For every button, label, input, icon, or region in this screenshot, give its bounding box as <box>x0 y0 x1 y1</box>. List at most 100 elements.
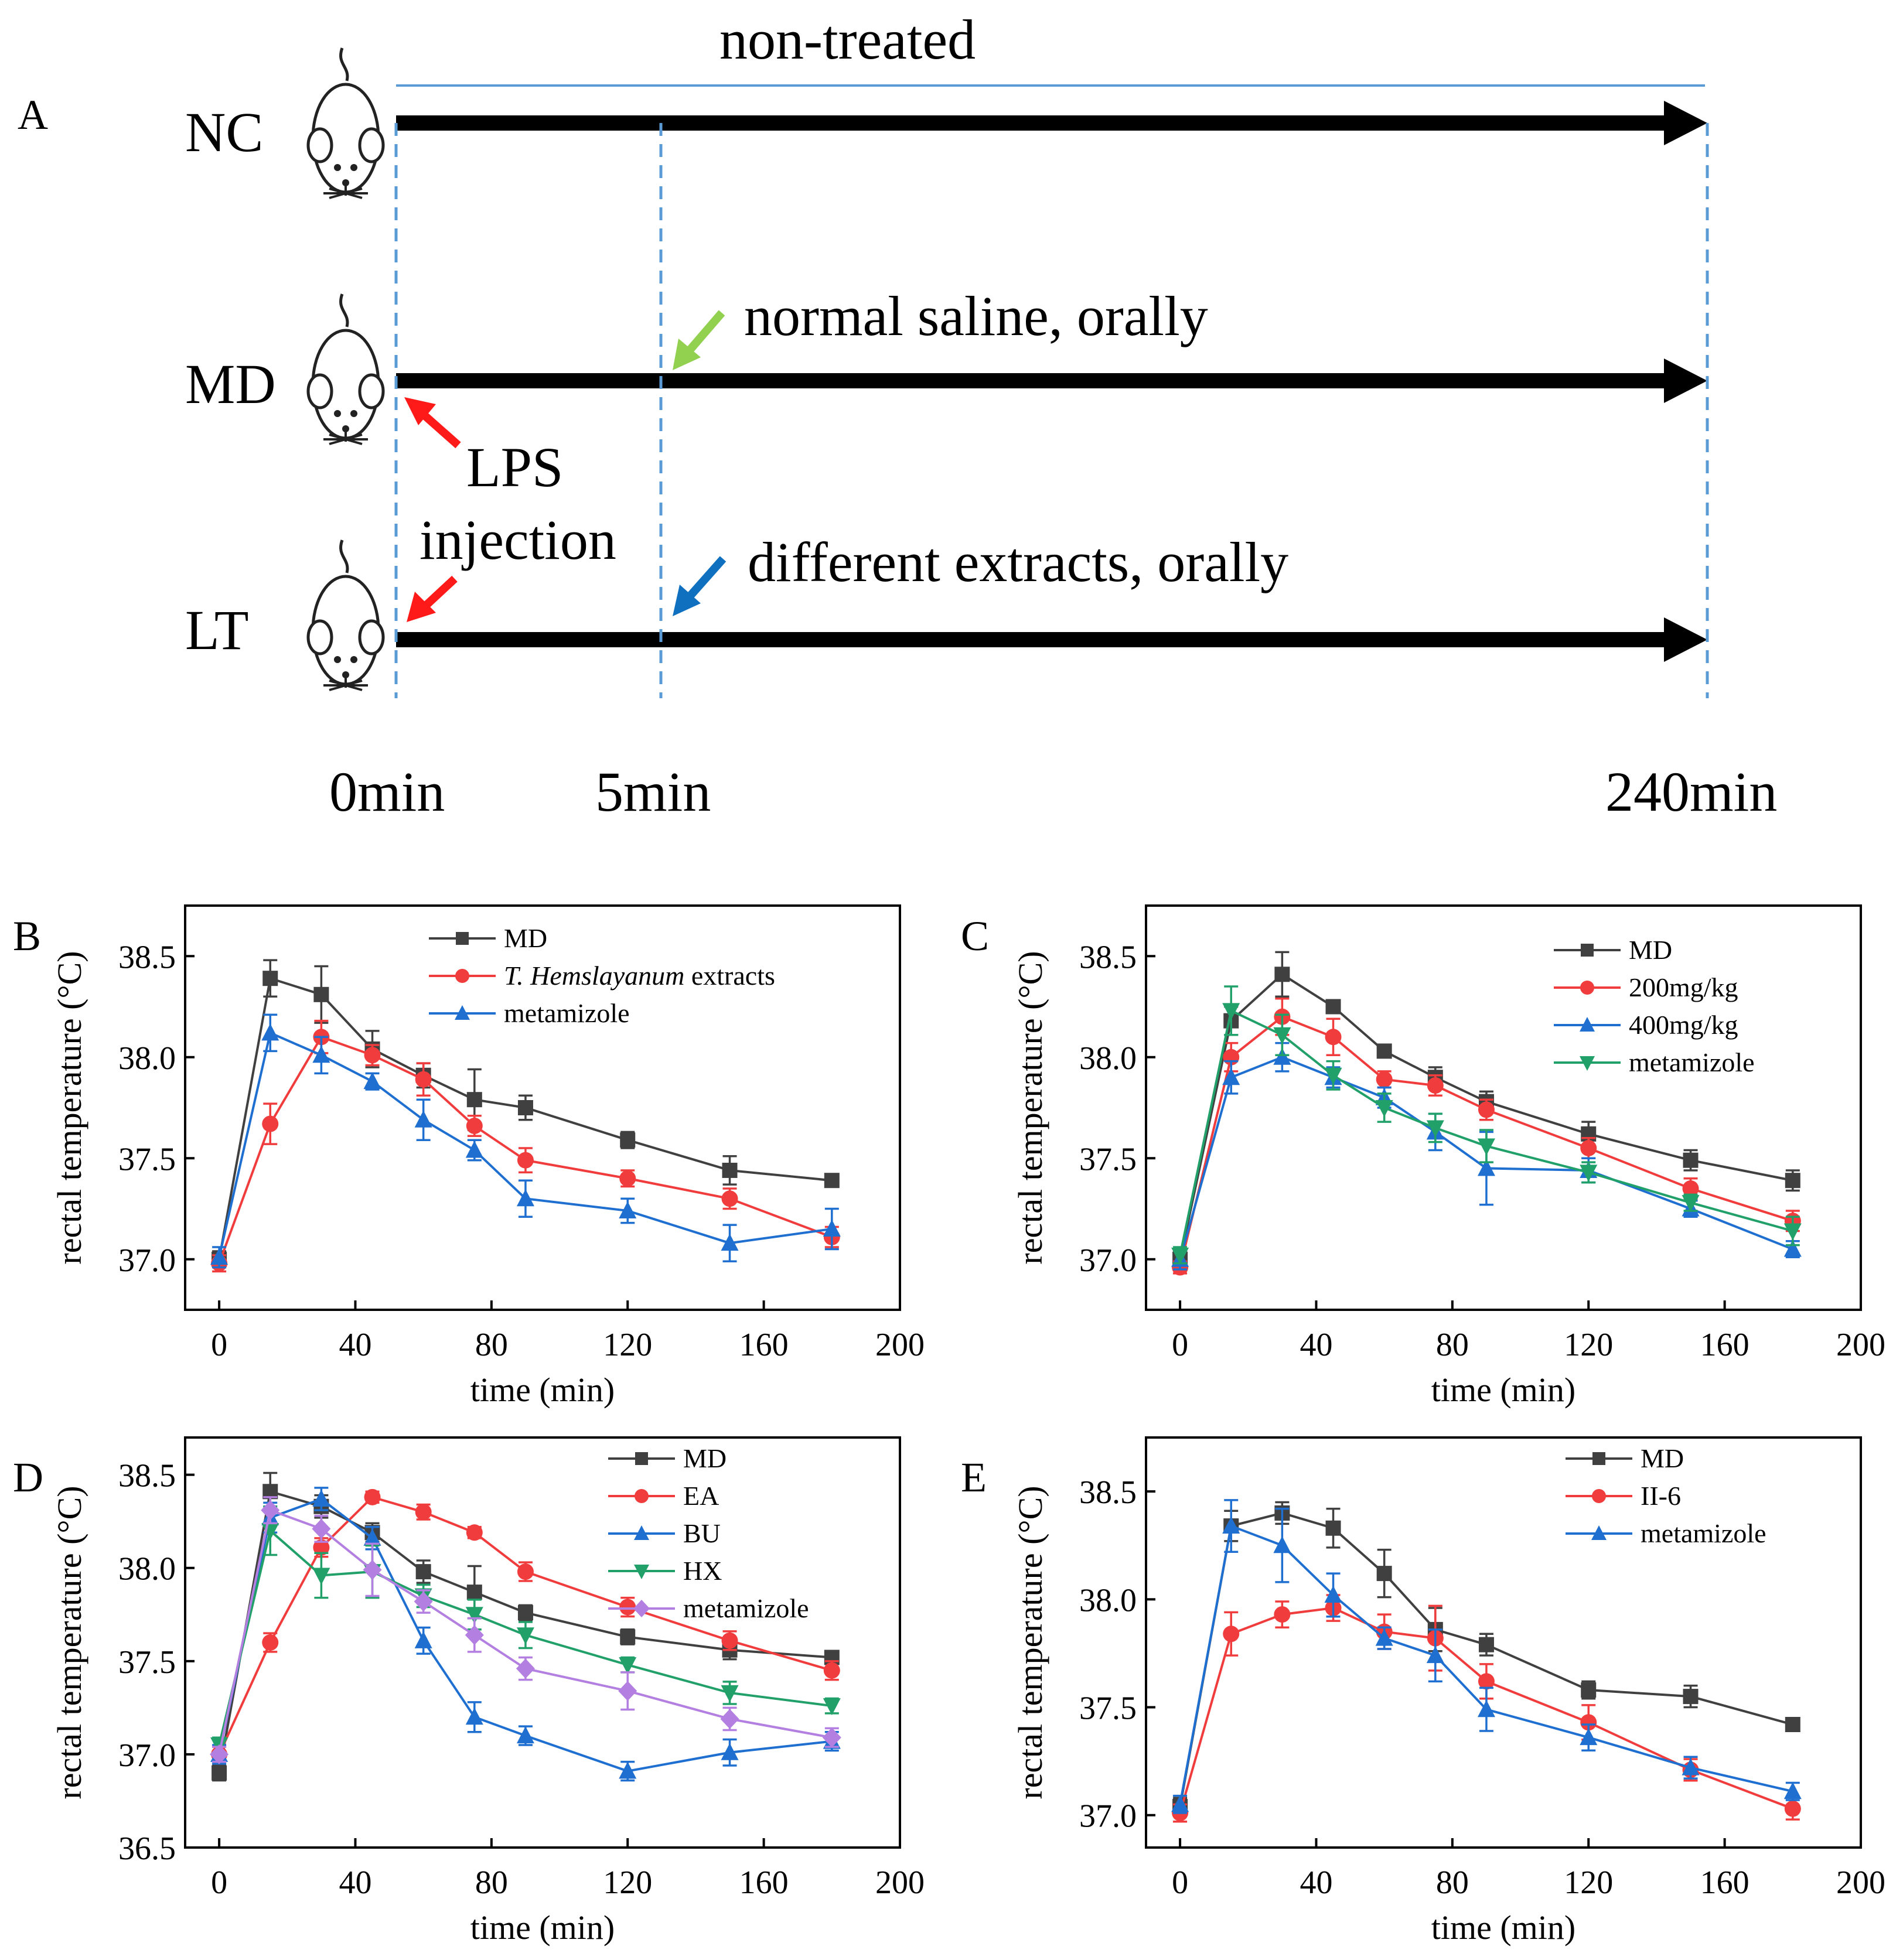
plot-frame <box>184 1436 901 1849</box>
data-point <box>261 1500 280 1521</box>
x-tick-label: 80 <box>1436 1327 1469 1363</box>
legend-entry: MD <box>1554 935 1672 965</box>
series-metamizole <box>210 1496 841 1764</box>
legend-marker <box>1592 1489 1606 1503</box>
extract-arrow <box>673 556 727 616</box>
x-tick-label: 80 <box>475 1865 508 1901</box>
data-point <box>312 1046 330 1063</box>
y-tick-label: 38.5 <box>1079 939 1137 975</box>
chart-panel-c: C 0 40 80 120 160 200 37.0 37.5 38.0 38.5 time (min… <box>961 904 1885 1409</box>
legend-label-italic: T. Hemslayanum <box>504 961 684 991</box>
y-axis-title: rectal temperature (°C) <box>50 1486 88 1799</box>
legend-entry: T. Hemslayanum extracts <box>429 961 775 991</box>
x-tick-label: 120 <box>603 1865 652 1901</box>
data-point <box>262 1634 279 1651</box>
x-tick-label: 160 <box>1700 1327 1749 1363</box>
data-point <box>1171 1795 1189 1812</box>
x-tick-label: 200 <box>1836 1865 1885 1901</box>
legend-marker <box>1580 1017 1595 1032</box>
legend-marker <box>1591 1525 1607 1540</box>
data-point <box>1324 1067 1342 1085</box>
data-point <box>822 1727 841 1748</box>
data-point <box>312 1490 330 1507</box>
data-point <box>261 1023 279 1041</box>
time-label-240min: 240min <box>1605 760 1777 823</box>
data-point <box>1581 1682 1597 1698</box>
data-point <box>1784 1800 1801 1817</box>
x-tick-label: 160 <box>1700 1865 1749 1901</box>
x-axis-title: time (min) <box>470 1371 615 1409</box>
plot-frame <box>1145 904 1862 1311</box>
data-point <box>414 1110 432 1128</box>
data-point <box>1478 1101 1495 1118</box>
data-point <box>415 1504 432 1521</box>
data-point <box>1325 1029 1342 1046</box>
legend-entry: MD <box>429 923 547 953</box>
legend-marker <box>635 1489 649 1503</box>
legend-label: HX <box>683 1556 722 1586</box>
data-point <box>517 1563 534 1580</box>
legend-entry: 400mg/kg <box>1554 1010 1738 1040</box>
y-tick-label: 37.5 <box>118 1644 176 1681</box>
x-tick-label: 200 <box>875 1865 925 1901</box>
data-point <box>618 1681 637 1701</box>
data-point <box>210 1744 229 1764</box>
data-point <box>1783 1782 1802 1799</box>
data-point <box>619 1761 637 1779</box>
data-point <box>721 1743 739 1760</box>
legend-label-rest: extracts <box>684 961 775 991</box>
extract-label: different extracts, orally <box>748 531 1288 593</box>
series-metamizole <box>1171 1499 1802 1814</box>
series-hx <box>210 1505 841 1754</box>
x-tick-label: 120 <box>603 1327 652 1363</box>
y-tick-label: 38.5 <box>118 1458 176 1494</box>
series-bu <box>210 1487 841 1782</box>
data-point <box>1273 1536 1291 1553</box>
panel-label-e: E <box>961 1454 987 1501</box>
data-point <box>1478 1673 1495 1690</box>
series-line <box>218 1508 833 1755</box>
data-point <box>516 1726 534 1744</box>
x-tick-label: 200 <box>875 1327 925 1363</box>
legend-entry: metamizole <box>1566 1518 1766 1548</box>
time-label-0min: 0min <box>329 760 445 823</box>
schematic-panel: A NC MD LT non-treated <box>18 8 1777 823</box>
plot-frame <box>184 904 901 1311</box>
legend-marker <box>634 1525 649 1540</box>
data-point <box>824 1173 840 1189</box>
data-point <box>516 1627 534 1645</box>
legend-label: MD <box>1629 935 1672 965</box>
legend-label: metamizole <box>1629 1047 1755 1077</box>
legend-marker <box>455 969 469 983</box>
legend-marker <box>456 932 469 945</box>
data-point <box>1683 1152 1699 1168</box>
x-tick-label: 200 <box>1836 1327 1885 1363</box>
data-point <box>466 1585 482 1600</box>
timeline-arrow-md <box>396 358 1707 403</box>
series-md <box>212 959 840 1269</box>
data-point <box>1427 1077 1444 1094</box>
x-tick-label: 80 <box>1436 1865 1469 1901</box>
data-point <box>721 1685 739 1702</box>
legend-label: 400mg/kg <box>1629 1010 1738 1040</box>
legend-entry: MD <box>608 1443 727 1473</box>
x-tick-label: 80 <box>475 1327 508 1363</box>
series-metamizole <box>1171 985 1802 1265</box>
legend-marker <box>455 1005 470 1020</box>
data-point <box>313 986 329 1002</box>
data-point <box>516 1658 535 1679</box>
data-point <box>1324 1585 1342 1603</box>
series-line <box>218 1031 833 1258</box>
data-point <box>823 1220 841 1237</box>
legend-entry: metamizole <box>1554 1047 1755 1077</box>
x-axis-title: time (min) <box>1431 1371 1575 1409</box>
legend-marker <box>1592 1452 1605 1465</box>
data-point <box>465 1708 483 1725</box>
y-tick-label: 37.5 <box>1079 1141 1137 1177</box>
data-point <box>1580 1140 1597 1156</box>
series-line <box>218 1490 832 1774</box>
legend-label: 200mg/kg <box>1629 972 1738 1002</box>
series-metamizole <box>210 1013 841 1269</box>
data-point <box>1222 1068 1240 1085</box>
data-point <box>1274 1606 1291 1623</box>
